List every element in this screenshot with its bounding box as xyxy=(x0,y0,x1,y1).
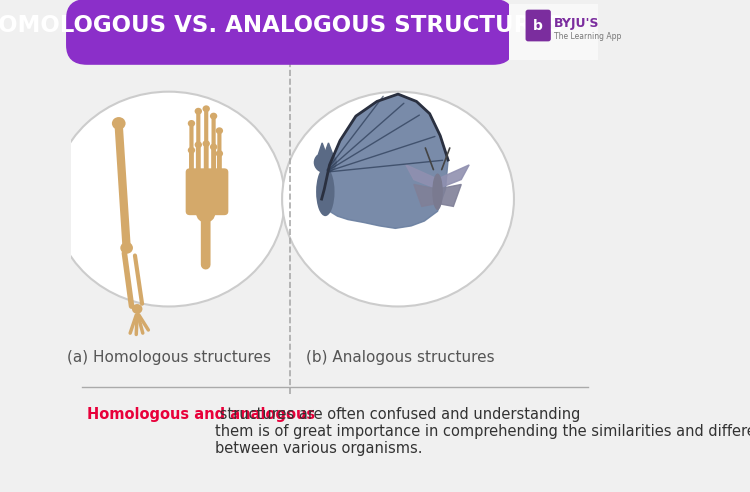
Circle shape xyxy=(120,242,133,254)
Polygon shape xyxy=(319,143,326,154)
Circle shape xyxy=(112,117,125,130)
Text: (b) Analogous structures: (b) Analogous structures xyxy=(306,350,495,365)
Circle shape xyxy=(188,120,195,127)
Polygon shape xyxy=(436,165,470,188)
Ellipse shape xyxy=(316,167,334,216)
Ellipse shape xyxy=(432,174,442,210)
Circle shape xyxy=(202,105,210,112)
Circle shape xyxy=(202,169,210,176)
Text: The Learning App: The Learning App xyxy=(554,31,622,40)
Circle shape xyxy=(210,169,218,176)
Circle shape xyxy=(216,127,223,134)
Circle shape xyxy=(216,150,223,157)
Circle shape xyxy=(188,147,195,154)
Circle shape xyxy=(132,304,142,314)
FancyBboxPatch shape xyxy=(66,0,514,65)
Circle shape xyxy=(216,169,223,176)
Circle shape xyxy=(194,108,202,115)
Circle shape xyxy=(314,152,337,173)
Circle shape xyxy=(188,169,195,176)
Circle shape xyxy=(210,113,218,120)
Circle shape xyxy=(282,92,514,307)
Bar xyxy=(509,4,598,60)
FancyBboxPatch shape xyxy=(186,168,228,215)
Circle shape xyxy=(194,141,202,148)
Text: b: b xyxy=(533,19,543,33)
Circle shape xyxy=(202,140,210,147)
Polygon shape xyxy=(436,184,461,207)
Circle shape xyxy=(210,144,218,151)
Polygon shape xyxy=(326,143,333,154)
Circle shape xyxy=(196,205,215,222)
Text: structures are often confused and understanding
them is of great importance in c: structures are often confused and unders… xyxy=(214,406,750,457)
Text: Homologous and analogous: Homologous and analogous xyxy=(87,406,315,422)
Polygon shape xyxy=(406,165,439,188)
Text: HOMOLOGOUS VS. ANALOGOUS STRUCTURES: HOMOLOGOUS VS. ANALOGOUS STRUCTURES xyxy=(0,14,564,37)
FancyBboxPatch shape xyxy=(526,10,550,41)
Polygon shape xyxy=(322,94,448,228)
Circle shape xyxy=(194,169,202,176)
Polygon shape xyxy=(414,184,439,207)
Text: BYJU'S: BYJU'S xyxy=(554,17,599,30)
Circle shape xyxy=(53,92,285,307)
Text: (a) Homologous structures: (a) Homologous structures xyxy=(67,350,271,365)
